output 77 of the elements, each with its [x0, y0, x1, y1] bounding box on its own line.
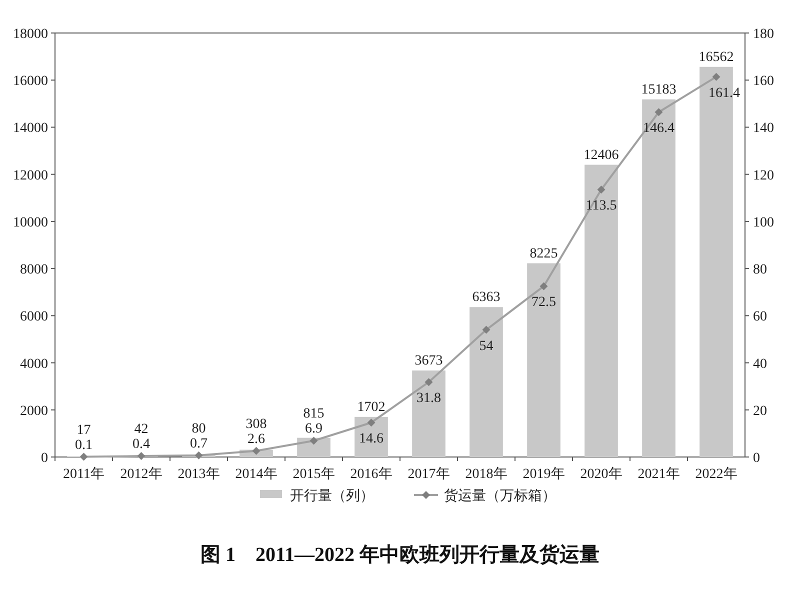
data-label: 80: [192, 421, 206, 436]
x-tick-label: 2022年: [695, 466, 738, 482]
point: [367, 418, 376, 427]
y2-tick-label: 40: [753, 356, 767, 372]
x-tick-label: 2017年: [408, 466, 450, 482]
y2-tick-label: 120: [753, 168, 774, 184]
y-tick-label: 4000: [20, 356, 48, 372]
y-tick-label: 8000: [20, 262, 48, 278]
data-label: 6363: [472, 290, 500, 306]
data-label: 815: [303, 406, 324, 422]
point: [137, 452, 146, 460]
x-tick-label: 2019年: [522, 466, 565, 482]
data-label: 146.4: [643, 121, 674, 136]
point: [310, 436, 318, 445]
data-label: 54: [479, 338, 494, 354]
legend-label: 货运量（万标箱）: [444, 488, 556, 504]
data-label: 113.5: [586, 198, 617, 214]
y2-tick-label: 20: [753, 404, 767, 419]
x-tick-label: 2011年: [63, 466, 104, 482]
data-label: 8225: [530, 246, 558, 262]
x-tick-label: 2018年: [465, 466, 508, 482]
data-label: 0.4: [132, 437, 150, 452]
bar: [527, 263, 560, 457]
data-label: 2.6: [248, 432, 265, 447]
point: [654, 108, 663, 116]
data-label: 14.6: [359, 432, 384, 447]
x-tick-label: 2015年: [292, 466, 335, 482]
x-tick-label: 2013年: [178, 466, 220, 482]
y-tick-label: 6000: [20, 310, 48, 325]
y-tick-label: 14000: [13, 121, 48, 136]
bar: [412, 370, 446, 457]
bar: [354, 416, 388, 457]
data-label: 1702: [357, 400, 386, 415]
y2-tick-label: 80: [753, 262, 767, 278]
data-label: 0.7: [190, 436, 208, 452]
point: [597, 186, 606, 194]
point: [194, 451, 203, 460]
data-label: 6.9: [305, 422, 322, 437]
y2-tick-label: 180: [753, 27, 774, 42]
bar: [584, 164, 618, 457]
x-tick-label: 2020年: [580, 466, 622, 482]
point: [252, 446, 260, 455]
data-label: 17: [76, 422, 91, 438]
data-label: 3673: [414, 353, 443, 368]
data-label: 15183: [641, 82, 676, 98]
y-tick-label: 0: [41, 451, 48, 466]
data-label: 16562: [698, 50, 734, 65]
point: [712, 72, 720, 81]
x-tick-label: 2014年: [235, 466, 278, 482]
y-tick-label: 16000: [13, 74, 48, 90]
y2-tick-label: 60: [753, 310, 767, 325]
data-label: 42: [134, 422, 148, 438]
y2-tick-label: 160: [753, 74, 774, 90]
data-label: 0.1: [75, 438, 92, 453]
y-tick-label: 12000: [13, 168, 48, 184]
data-label: 161.4: [708, 86, 740, 101]
y2-tick-label: 140: [753, 121, 774, 136]
x-tick-label: 2016年: [350, 466, 392, 482]
point: [424, 378, 433, 386]
y2-tick-label: 0: [753, 451, 760, 466]
point: [80, 452, 88, 461]
x-tick-label: 2012年: [120, 466, 162, 482]
data-label: 31.8: [416, 391, 441, 406]
bar: [470, 307, 503, 457]
point: [540, 282, 548, 290]
data-label: 308: [246, 416, 267, 432]
text: 图 1 2011—2022 年中欧班列开行量及货运量: [200, 544, 600, 566]
point: [482, 326, 490, 334]
y-tick-label: 2000: [20, 404, 48, 419]
bar: [642, 99, 676, 457]
y-tick-label: 18000: [13, 27, 48, 42]
data-label: 72.5: [532, 295, 556, 310]
legend-label: 开行量（列）: [290, 488, 374, 504]
x-tick-label: 2021年: [638, 466, 680, 482]
data-label: 12406: [584, 148, 619, 163]
y-tick-label: 10000: [13, 215, 48, 230]
y2-tick-label: 100: [753, 215, 774, 230]
